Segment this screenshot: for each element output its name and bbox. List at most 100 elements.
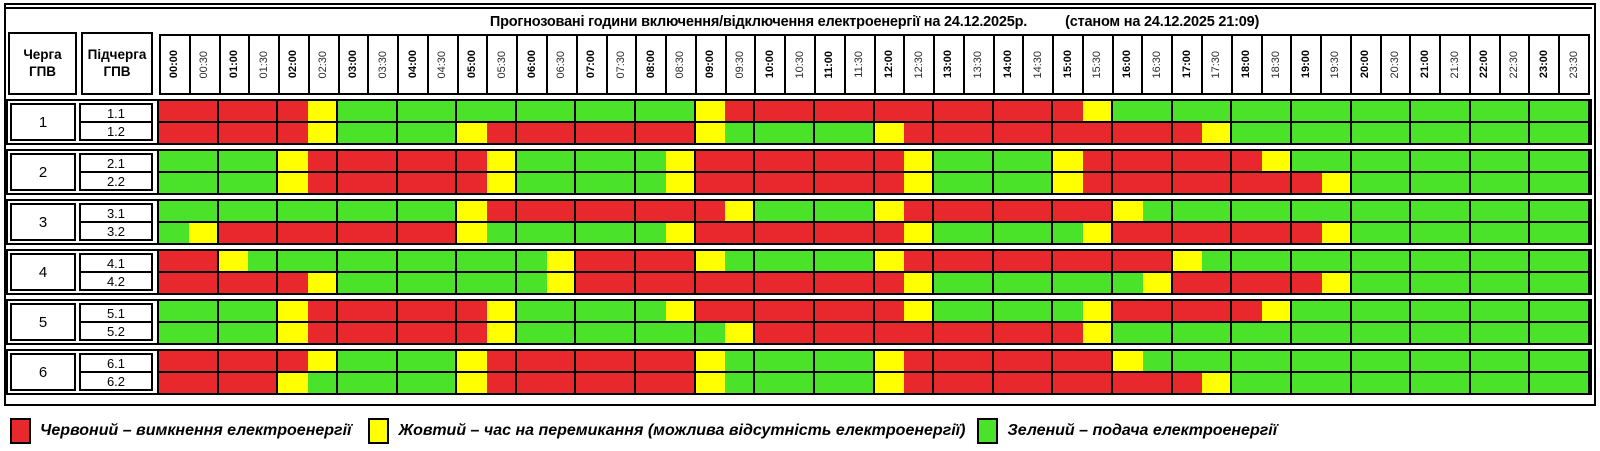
time-slot-label: 07:30 <box>608 36 638 93</box>
time-slot-label: 16:30 <box>1143 36 1174 93</box>
schedule-cell <box>993 101 1024 121</box>
time-slot-label-text: 00:30 <box>198 50 211 79</box>
schedule-cell <box>665 301 696 321</box>
schedule-cell <box>218 223 249 243</box>
schedule-cell <box>576 101 607 121</box>
schedule-cell <box>785 201 815 221</box>
schedule-cell <box>1440 251 1471 271</box>
schedule-cell <box>606 323 636 343</box>
schedule-cell <box>278 101 309 121</box>
schedule-cell <box>1381 223 1412 243</box>
schedule-cell <box>1321 251 1352 271</box>
schedule-cell <box>1053 173 1084 193</box>
schedule-cell <box>427 101 458 121</box>
schedule-cell <box>1053 201 1084 221</box>
schedule-cell <box>725 273 756 293</box>
schedule-cell <box>695 301 726 321</box>
schedule-cell <box>1262 123 1292 143</box>
schedule-cell <box>814 323 845 343</box>
subqueue-labels: 1.1 1.2 <box>79 103 153 141</box>
schedule-cell <box>1172 123 1203 143</box>
time-slot-labels-row: 00:00 00:30 01:00 01:30 02:00 02:30 03:00 03:30… <box>159 34 1590 95</box>
queue-group-4: 4 4.1 4.2 <box>6 249 1592 295</box>
schedule-cell <box>1500 251 1531 271</box>
schedule-cell <box>844 223 875 243</box>
time-slot-label: 14:00 <box>995 36 1025 93</box>
schedule-cell <box>486 101 517 121</box>
schedule-cell <box>606 223 636 243</box>
schedule-cell <box>367 251 398 271</box>
schedule-cell <box>934 223 964 243</box>
schedule-row-3.2 <box>159 221 1590 243</box>
group-labels: 1 1.1 1.2 <box>8 101 157 143</box>
schedule-cell <box>636 223 666 243</box>
schedule-cell <box>963 273 994 293</box>
time-slot-label: 02:30 <box>310 36 340 93</box>
schedule-cell <box>904 123 935 143</box>
schedule-cell <box>636 351 666 371</box>
schedule-cell <box>1440 173 1471 193</box>
subqueue-label: 6.2 <box>81 371 151 389</box>
schedule-cell <box>1053 223 1084 243</box>
schedule-cell <box>1291 101 1322 121</box>
schedule-cell <box>814 301 845 321</box>
subqueue-label: 5.1 <box>106 305 126 321</box>
time-slot-label: 11:00 <box>816 36 846 93</box>
schedule-cell <box>1083 301 1113 321</box>
schedule-cell <box>814 173 845 193</box>
schedule-cell <box>248 101 279 121</box>
schedule-cell <box>427 273 458 293</box>
schedule-cell <box>1470 273 1501 293</box>
group-labels: 3 3.1 3.2 <box>8 201 157 243</box>
schedule-cell <box>367 301 398 321</box>
schedule-cell <box>785 173 815 193</box>
schedule-cell <box>1023 101 1054 121</box>
schedule-cell <box>308 123 338 143</box>
schedule-cell <box>367 151 398 171</box>
schedule-cell <box>1321 151 1352 171</box>
schedule-cell <box>1142 273 1173 293</box>
schedule-cell <box>397 351 428 371</box>
schedule-cell <box>1440 351 1471 371</box>
schedule-cell <box>397 251 428 271</box>
schedule-cell <box>457 123 487 143</box>
time-slot-label-text: 02:30 <box>317 50 330 79</box>
schedule-cell <box>308 201 338 221</box>
schedule-cell <box>1530 273 1561 293</box>
schedule-cell <box>337 151 368 171</box>
schedule-cell <box>1232 201 1263 221</box>
schedule-cell <box>1083 351 1113 371</box>
time-slot-label: 01:30 <box>250 36 281 93</box>
schedule-cell <box>1202 201 1233 221</box>
time-slot-label: 10:00 <box>756 36 787 93</box>
schedule-cell <box>1321 351 1352 371</box>
schedule-cell <box>248 301 279 321</box>
schedule-cell <box>665 323 696 343</box>
schedule-cell <box>606 273 636 293</box>
schedule-cell <box>1470 173 1501 193</box>
schedule-cell <box>546 173 577 193</box>
schedule-cell <box>427 173 458 193</box>
schedule-cell <box>755 323 786 343</box>
schedule-cell <box>516 101 547 121</box>
queue-group-5: 5 5.1 5.2 <box>6 299 1592 345</box>
schedule-cell <box>1560 323 1590 343</box>
schedule-cell <box>1202 123 1233 143</box>
schedule-cell <box>367 173 398 193</box>
schedule-cell <box>1351 351 1382 371</box>
schedule-cell <box>904 273 935 293</box>
schedule-cell <box>755 273 786 293</box>
time-slot-label-text: 14:00 <box>1001 50 1014 79</box>
schedule-cell <box>1291 323 1322 343</box>
time-slot-label: 10:30 <box>786 36 816 93</box>
schedule-cell <box>1500 273 1531 293</box>
schedule-cell <box>1530 201 1561 221</box>
schedule-cell <box>1291 223 1322 243</box>
schedule-cell <box>1560 123 1590 143</box>
schedule-cell <box>665 123 696 143</box>
schedule-cell <box>1351 301 1382 321</box>
schedule-cell <box>665 101 696 121</box>
schedule-cell <box>755 151 786 171</box>
schedule-cell <box>1381 101 1412 121</box>
time-slot-label: 08:30 <box>667 36 697 93</box>
